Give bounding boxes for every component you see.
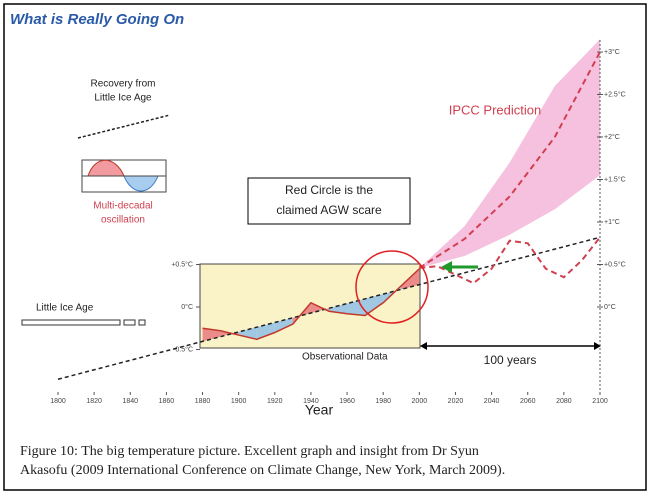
- x-tick-label: 1940: [303, 398, 319, 405]
- observed-line: [202, 268, 420, 341]
- y-tick-label: +0.5°C: [171, 260, 193, 268]
- note-box: [247, 177, 411, 225]
- y2-tick-label: +2.5°C: [604, 90, 626, 98]
- legend-text: oscillation: [101, 215, 145, 226]
- title: What is Really Going On: [10, 11, 184, 28]
- y-tick-label: 0°C: [181, 303, 193, 311]
- caption: Figure 10: The big temperature picture. …: [20, 444, 479, 459]
- oscillation-line: [419, 236, 601, 285]
- legend-text: Multi-decadal: [93, 201, 152, 212]
- green-arrowhead: [441, 261, 452, 273]
- x-tick-label: 1920: [267, 398, 283, 405]
- x-tick-label: 1900: [231, 398, 247, 405]
- ipcc-line: [418, 51, 601, 269]
- y2-tick-label: 0°C: [604, 303, 616, 311]
- anomaly-fill: [202, 328, 221, 342]
- x-tick-label: 2020: [448, 398, 464, 405]
- legend-osc-down: [123, 175, 159, 192]
- x-tick-label: 2080: [556, 398, 572, 405]
- trend-line: [57, 236, 601, 380]
- legend-trend: [77, 114, 171, 139]
- anomaly-fill: [365, 294, 384, 316]
- legend-text: Little Ice Age: [94, 93, 152, 104]
- anomaly-fill: [274, 317, 293, 333]
- x-tick-label: 1800: [50, 398, 66, 405]
- x-tick-label: 2060: [520, 398, 536, 405]
- x-tick-label: 2000: [412, 398, 428, 405]
- x-tick-label: 1840: [122, 398, 138, 405]
- y2-tick-label: +2°C: [604, 133, 620, 141]
- span-label: 100 years: [484, 353, 537, 367]
- x-axis-label: Year: [305, 402, 334, 418]
- note: claimed AGW scare: [276, 203, 382, 217]
- x-tick-label: 1820: [86, 398, 102, 405]
- y-tick-label: -0.5°C: [173, 345, 193, 353]
- legend-text: Little Ice Age: [36, 303, 94, 314]
- ipcc-label: IPCC Prediction: [449, 102, 541, 117]
- scare-circle: [355, 250, 429, 324]
- x-tick-label: 2100: [592, 398, 608, 405]
- x-tick-label: 1980: [375, 398, 391, 405]
- frame: [3, 3, 647, 491]
- x-tick-label: 1960: [339, 398, 355, 405]
- y2-tick-label: +0.5°C: [604, 260, 626, 268]
- caption: Akasofu (2009 International Conference o…: [20, 463, 505, 478]
- x-tick-label: 1880: [195, 398, 211, 405]
- note: Red Circle is the: [285, 183, 373, 197]
- legend-osc-up: [87, 159, 125, 177]
- legend-text: Recovery from: [90, 79, 155, 90]
- obs-label: Observational Data: [302, 352, 388, 363]
- anomaly-fill: [256, 322, 275, 340]
- legend-lia: [123, 319, 136, 326]
- y2-tick-label: +1.5°C: [604, 175, 626, 183]
- x-tick-label: 1860: [159, 398, 175, 405]
- y2-tick-label: +1°C: [604, 218, 620, 226]
- y2-tick-label: +3°C: [604, 48, 620, 56]
- x-tick-label: 2040: [484, 398, 500, 405]
- legend-lia: [21, 319, 121, 326]
- legend-lia: [138, 319, 146, 326]
- anomaly-fill: [238, 327, 257, 340]
- ipcc-band: [419, 39, 600, 268]
